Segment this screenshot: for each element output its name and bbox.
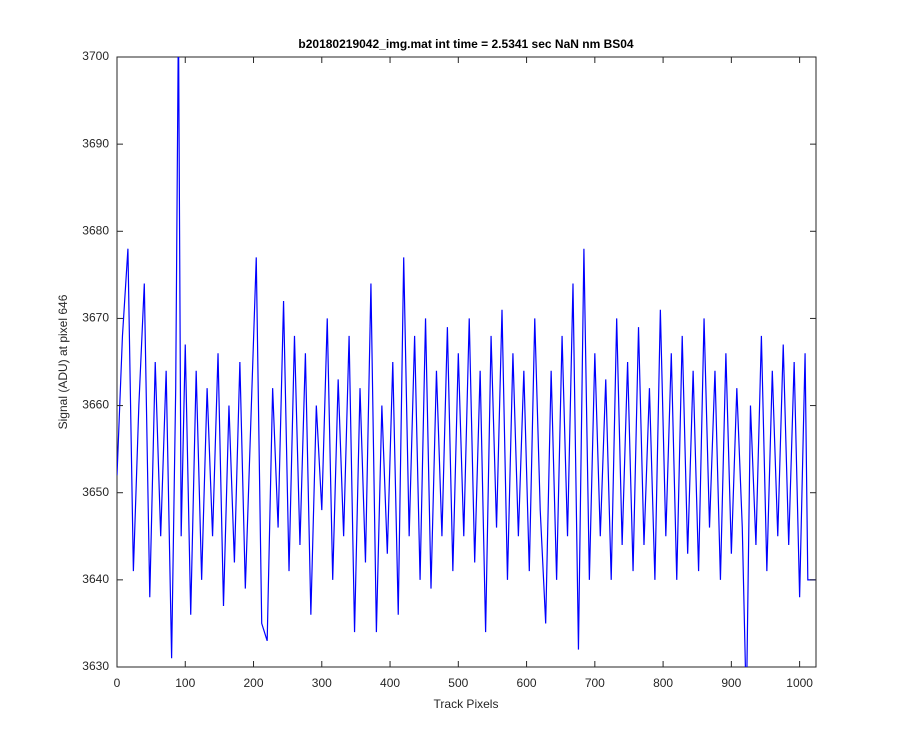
y-axis-label: Signal (ADU) at pixel 646 [56,294,70,429]
y-tick-label: 3640 [82,572,109,586]
plot-lines [117,57,816,667]
x-tick-label: 1000 [786,676,813,690]
x-tick-label: 300 [312,676,332,690]
y-tick-label: 3670 [82,311,109,325]
x-tick-label: 900 [721,676,741,690]
x-axis-label: Track Pixels [434,697,499,711]
x-tick-label: 700 [585,676,605,690]
x-tick-label: 400 [380,676,400,690]
x-tick-label: 600 [517,676,537,690]
x-tick-label: 500 [448,676,468,690]
y-tick-label: 3660 [82,398,109,412]
data-line [117,57,816,667]
x-tick-label: 0 [114,676,121,690]
y-tick-label: 3690 [82,136,109,150]
y-tick-label: 3630 [82,659,109,673]
chart-title: b20180219042_img.mat int time = 2.5341 s… [298,37,634,51]
x-tick-label: 200 [244,676,264,690]
y-tick-label: 3680 [82,223,109,237]
x-tick-label: 100 [175,676,195,690]
plot-area [116,56,817,668]
y-tick-label: 3650 [82,485,109,499]
y-tick-label: 3700 [82,49,109,63]
x-tick-label: 800 [653,676,673,690]
